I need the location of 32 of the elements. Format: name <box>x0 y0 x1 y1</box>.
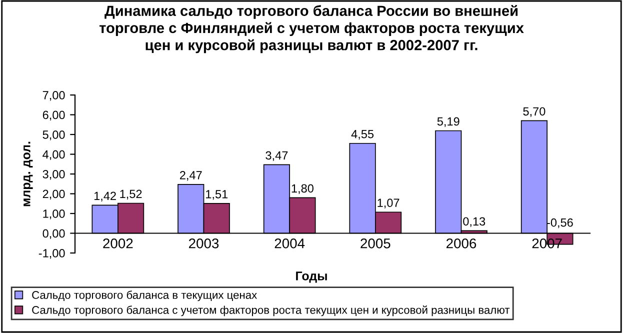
data-label: 0,13 <box>463 217 486 227</box>
y-tick-label: -1,00 <box>38 249 65 259</box>
y-tick-label: 7,00 <box>42 91 65 101</box>
x-tick-label: 2006 <box>446 238 476 248</box>
y-tick-label: 1,00 <box>43 210 65 220</box>
data-label: 1,07 <box>378 198 400 208</box>
legend-label: Сальдо торгового баланса с учетом факторов роста текущих цен и курсовой разницы валют <box>32 306 510 316</box>
chart-title: Динамика сальдо торгового баланса России во внешней торговле с Финляндией с учетом факторов роста текущих цен и курсовой разницы валют в 2002-2007 гг. <box>99 4 524 54</box>
y-tick-label: 4,00 <box>42 150 65 160</box>
x-tick-label: 2002 <box>103 238 133 248</box>
y-tick-label: 3,00 <box>42 170 65 180</box>
data-label: 5,19 <box>437 117 460 128</box>
x-tick-label: 2004 <box>274 238 305 248</box>
data-label: 5,70 <box>523 107 546 117</box>
legend-label: Сальдо торгового баланса в текущих ценах <box>32 290 257 302</box>
y-tick-label: 5,00 <box>42 130 65 140</box>
y-tick-label: 0,00 <box>42 229 65 240</box>
y-tick-label: 6,00 <box>42 110 65 121</box>
x-tick-label: 2003 <box>189 238 219 248</box>
y-tick-label: 2,00 <box>42 190 65 200</box>
x-axis-title: Годы <box>296 272 327 283</box>
data-label: 1,51 <box>206 190 228 200</box>
data-label: 1,42 <box>94 192 116 202</box>
x-tick-label: 2007 <box>532 238 562 248</box>
data-label: -0,56 <box>547 218 573 228</box>
data-label: 2,47 <box>180 170 202 181</box>
data-label: 1,52 <box>120 190 142 200</box>
data-label: 4,55 <box>351 130 374 140</box>
data-label: 1,80 <box>292 184 314 194</box>
data-label: 3,47 <box>266 151 288 161</box>
y-axis-title: млрд. дол. <box>23 142 33 206</box>
x-tick-label: 2005 <box>360 238 390 248</box>
